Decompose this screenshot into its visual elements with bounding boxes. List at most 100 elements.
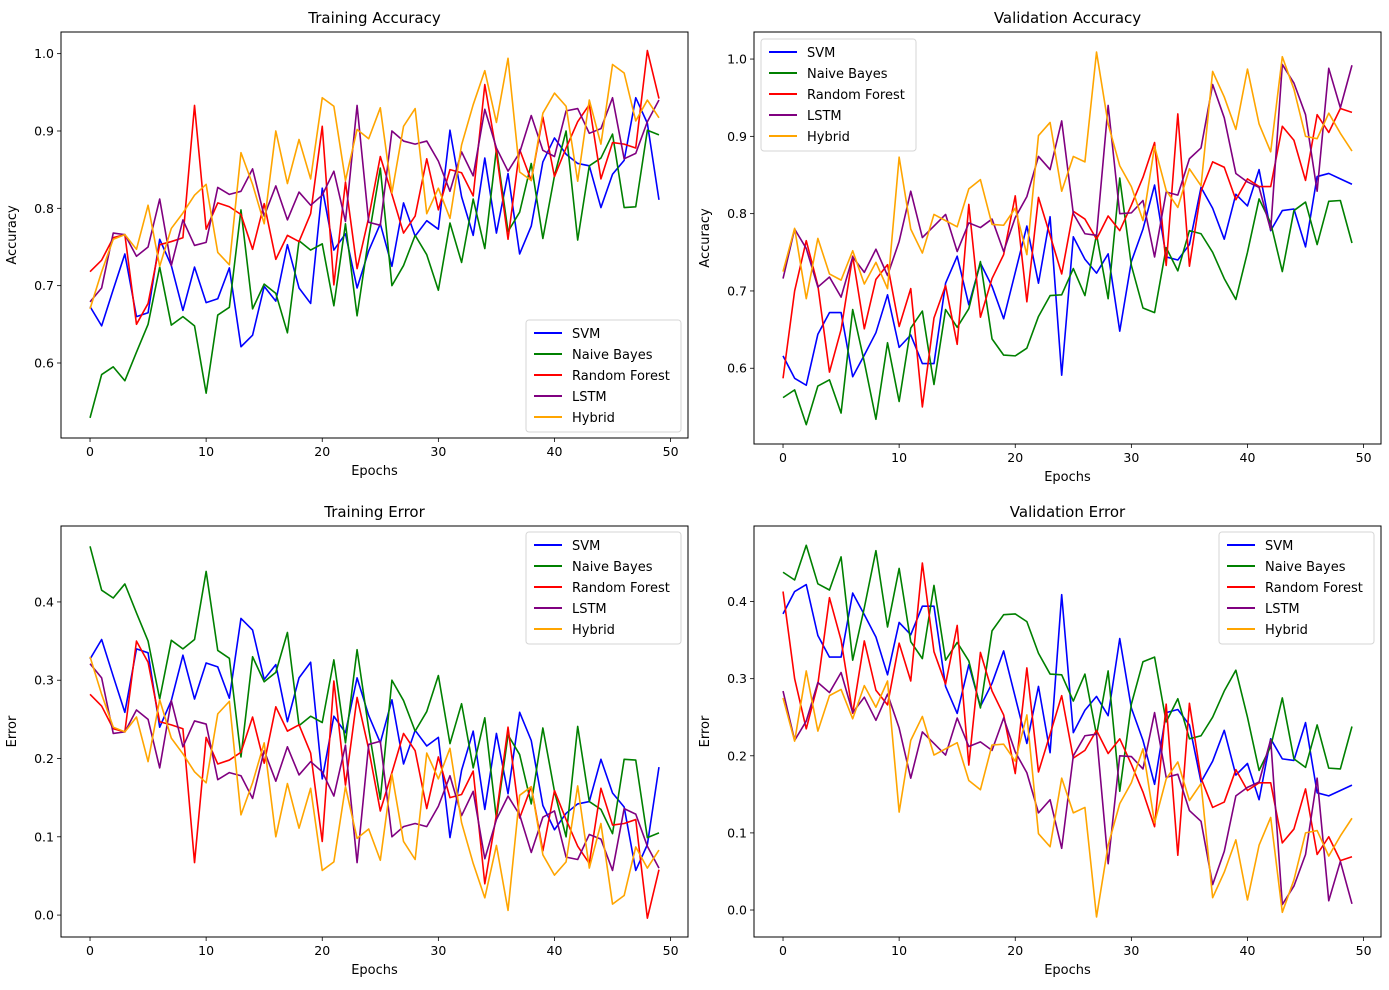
y-tick-label: 1.0 <box>34 46 54 61</box>
y-tick-label: 0.0 <box>727 903 747 918</box>
series-line-random-forest <box>89 49 660 326</box>
legend-label: SVM <box>807 46 835 61</box>
series-line-lstm <box>89 663 660 872</box>
legend-item-svm: SVM <box>534 539 600 554</box>
x-tick-label: 0 <box>86 444 94 459</box>
x-tick-label: 50 <box>663 444 679 459</box>
legend: SVM Naive Bayes Random Forest LSTM Hybrid <box>1218 531 1375 645</box>
y-axis-label: Accuracy <box>5 205 20 265</box>
subplot-validation-accuracy: Validation Accuracy 0 10 20 30 40 50 0.6 0.7 0.8 0… <box>698 9 1382 485</box>
series-line-random-forest <box>89 640 660 920</box>
legend-box <box>525 319 682 433</box>
legend-item-random-forest: Random Forest <box>534 581 670 596</box>
axes-frame <box>60 31 689 439</box>
legend-item-naive-bayes: Naive Bayes <box>1227 560 1346 575</box>
legend-label: Random Forest <box>807 88 905 103</box>
subplot-validation-error: Validation Error 0 10 20 30 40 50 0.0 0.1 0.2 0.3 0… <box>698 503 1382 978</box>
y-tick-label: 0.0 <box>34 908 54 923</box>
y-tick-label: 0.7 <box>727 283 747 298</box>
legend-label: Naive Bayes <box>572 560 653 575</box>
axes-frame <box>753 31 1382 445</box>
chart-title: Validation Error <box>1010 503 1126 521</box>
subplot-training-accuracy: Training Accuracy 0 10 20 30 40 50 0.6 0.7 0.8 0.9… <box>5 9 689 479</box>
y-tick-label: 1.0 <box>727 52 747 67</box>
legend-box <box>525 531 682 645</box>
legend-label: Naive Bayes <box>572 348 653 363</box>
series-line-naive-bayes <box>782 544 1353 793</box>
legend: SVM Naive Bayes Random Forest LSTM Hybrid <box>760 38 917 152</box>
x-tick-label: 20 <box>1007 450 1023 465</box>
x-tick-label: 30 <box>430 444 446 459</box>
x-axis-label: Epochs <box>351 963 398 978</box>
x-tick-label: 10 <box>891 943 907 958</box>
x-tick-label: 20 <box>314 444 330 459</box>
x-tick-label: 20 <box>314 943 330 958</box>
series-line-hybrid <box>89 656 660 912</box>
legend-label: LSTM <box>1265 602 1300 617</box>
chart-title: Training Accuracy <box>307 9 441 27</box>
x-tick-label: 0 <box>779 450 787 465</box>
y-tick-label: 0.7 <box>34 278 54 293</box>
x-tick-label: 40 <box>1240 943 1256 958</box>
legend-item-lstm: LSTM <box>534 390 607 405</box>
series-line-svm <box>782 583 1353 801</box>
y-tick-label: 0.2 <box>727 748 747 763</box>
legend-item-svm: SVM <box>769 46 835 61</box>
y-tick-label: 0.2 <box>34 751 54 766</box>
y-tick-label: 0.3 <box>727 671 747 686</box>
subplot-training-error: Training Error 0 10 20 30 40 50 0.0 0.1 0.2 0.3 0.4… <box>5 503 689 978</box>
legend-item-random-forest: Random Forest <box>534 369 670 384</box>
axes-frame <box>753 525 1382 938</box>
chart-title: Validation Accuracy <box>994 9 1141 27</box>
legend-item-lstm: LSTM <box>769 109 842 124</box>
legend-item-random-forest: Random Forest <box>769 88 905 103</box>
x-tick-label: 30 <box>430 943 446 958</box>
y-tick-label: 0.4 <box>727 594 747 609</box>
x-axis-label: Epochs <box>1044 963 1091 978</box>
series-line-naive-bayes <box>782 177 1353 426</box>
axes-frame <box>60 525 689 938</box>
x-tick-label: 30 <box>1123 943 1139 958</box>
x-tick-label: 50 <box>663 943 679 958</box>
series-line-svm <box>782 168 1353 387</box>
legend: SVM Naive Bayes Random Forest LSTM Hybrid <box>525 319 682 433</box>
x-tick-label: 10 <box>891 450 907 465</box>
y-tick-label: 0.4 <box>34 594 54 609</box>
x-tick-label: 10 <box>198 943 214 958</box>
legend-item-hybrid: Hybrid <box>1227 623 1308 638</box>
series-line-lstm <box>89 96 660 303</box>
legend-label: Random Forest <box>572 369 670 384</box>
legend-label: LSTM <box>807 109 842 124</box>
x-tick-label: 50 <box>1356 450 1372 465</box>
legend-item-svm: SVM <box>1227 539 1293 554</box>
y-tick-label: 0.6 <box>34 355 54 370</box>
legend-item-random-forest: Random Forest <box>1227 581 1363 596</box>
legend-item-naive-bayes: Naive Bayes <box>769 67 888 82</box>
y-tick-label: 0.9 <box>34 123 54 138</box>
y-tick-label: 0.6 <box>727 361 747 376</box>
chart-title: Training Error <box>323 503 425 521</box>
y-tick-label: 0.9 <box>727 129 747 144</box>
series-line-naive-bayes <box>89 546 660 839</box>
legend-label: Random Forest <box>1265 581 1363 596</box>
legend-label: Hybrid <box>1265 623 1308 638</box>
legend-label: Random Forest <box>572 581 670 596</box>
x-tick-label: 0 <box>779 943 787 958</box>
y-axis-label: Error <box>5 715 20 747</box>
series-line-random-forest <box>782 562 1353 862</box>
legend-label: LSTM <box>572 390 607 405</box>
legend-label: Hybrid <box>572 411 615 426</box>
x-tick-label: 40 <box>547 444 563 459</box>
legend-item-lstm: LSTM <box>534 602 607 617</box>
legend-label: Hybrid <box>572 623 615 638</box>
legend-item-lstm: LSTM <box>1227 602 1300 617</box>
x-tick-label: 30 <box>1123 450 1139 465</box>
series-line-random-forest <box>782 107 1353 408</box>
x-axis-label: Epochs <box>351 464 398 479</box>
x-tick-label: 50 <box>1356 943 1372 958</box>
legend-item-hybrid: Hybrid <box>534 623 615 638</box>
y-tick-label: 0.8 <box>727 206 747 221</box>
series-line-naive-bayes <box>89 129 660 419</box>
legend-item-naive-bayes: Naive Bayes <box>534 348 653 363</box>
y-tick-label: 0.1 <box>34 829 54 844</box>
